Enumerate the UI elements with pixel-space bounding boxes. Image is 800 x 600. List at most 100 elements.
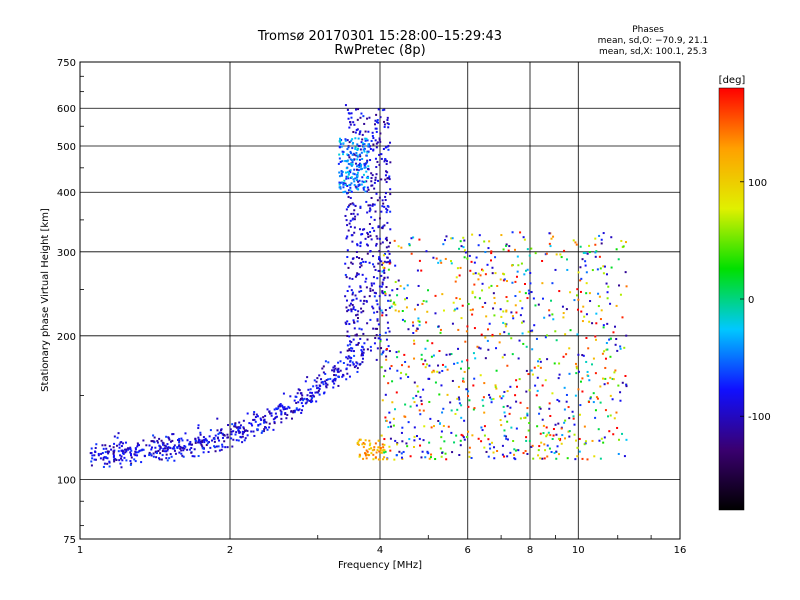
data-point [333,369,336,372]
data-point [602,232,605,235]
data-point [358,179,361,182]
data-point [459,266,462,269]
data-point [94,458,97,461]
data-point [380,153,383,156]
data-point [295,401,298,404]
data-point [161,443,164,446]
data-point [594,237,597,240]
data-point [169,447,172,450]
data-point [504,325,507,328]
data-point [324,360,327,363]
data-point [481,289,484,292]
data-point [100,452,103,455]
data-point [227,436,230,439]
data-point [348,184,351,187]
data-point [386,171,389,174]
data-point [355,186,358,189]
data-point [369,349,372,352]
data-point [405,297,408,300]
data-point [358,164,361,167]
data-point [387,126,390,129]
data-point [342,373,345,376]
data-point [386,122,389,125]
data-point [515,400,518,403]
data-point [583,315,586,318]
data-point [494,384,497,387]
data-point [266,408,269,411]
data-point [396,294,399,297]
data-point [356,155,359,158]
data-point [268,426,271,429]
data-point [506,405,509,408]
data-point [246,412,249,415]
data-point [347,171,350,174]
data-point [463,438,466,441]
data-point [467,405,470,408]
data-point [97,452,100,455]
data-point [371,305,374,308]
data-point [459,439,462,442]
data-point [346,108,349,111]
data-point [440,430,443,433]
data-point [325,385,328,388]
data-point [513,448,516,451]
data-point [379,340,382,343]
data-point [364,190,367,193]
data-point [557,437,560,440]
data-point [184,432,187,435]
data-point [458,247,461,250]
data-point [491,272,494,275]
data-point [568,347,571,350]
data-point [361,176,364,179]
data-point [344,295,347,298]
data-point [366,159,369,162]
data-point [376,310,379,313]
data-point [346,148,349,151]
data-point [359,438,362,441]
data-point [428,364,431,367]
data-point [453,441,456,444]
data-point [125,459,128,462]
data-point [496,450,499,453]
data-point [354,177,357,180]
data-point [381,199,384,202]
data-point [135,451,138,454]
data-point [604,357,607,360]
data-point [217,445,220,448]
x-tick-label: 16 [674,545,687,556]
data-point [388,350,391,353]
data-point [378,458,381,461]
data-point [564,419,567,422]
data-point [280,412,283,415]
data-point [104,444,107,447]
data-point [374,176,377,179]
data-point [380,309,383,312]
data-point [401,426,404,429]
data-point [381,241,384,244]
data-point [282,408,285,411]
data-point [133,458,136,461]
data-point [388,252,391,255]
data-point [586,458,589,461]
data-point [345,219,348,222]
data-point [483,411,486,414]
data-point [362,457,365,460]
data-point [502,272,505,275]
data-point [370,180,373,183]
data-point [544,253,547,256]
data-point [365,137,368,140]
data-point [316,387,319,390]
data-point [346,357,349,360]
data-point [360,264,363,267]
data-point [350,347,353,350]
data-point [347,195,350,198]
data-point [241,435,244,438]
data-point [325,379,328,382]
data-point [268,422,271,425]
data-point [376,237,379,240]
data-point [359,116,362,119]
data-point [493,446,496,449]
data-point [512,440,515,443]
data-point [266,428,269,431]
data-point [385,207,388,210]
